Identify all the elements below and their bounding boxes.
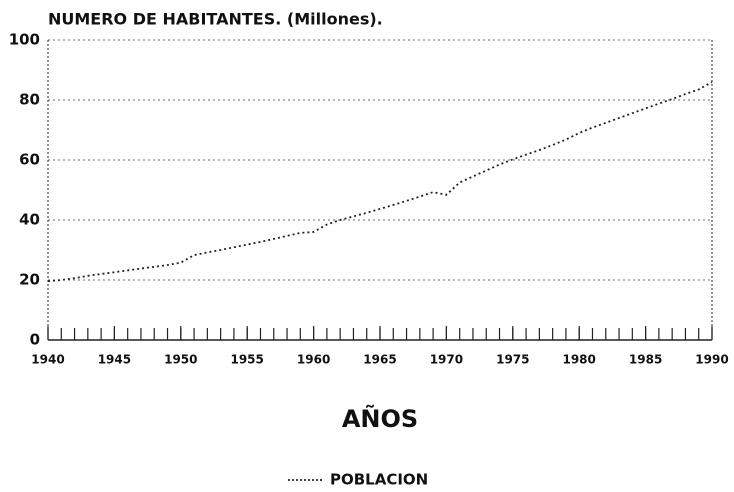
- x-tick-label: 1940: [31, 353, 64, 367]
- y-tick-label: 20: [19, 271, 40, 289]
- x-tick-label: 1950: [164, 353, 197, 367]
- y-tick-label: 100: [9, 31, 40, 49]
- y-tick-label: 80: [19, 91, 40, 109]
- x-tick-label: 1980: [562, 353, 595, 367]
- x-tick-label: 1965: [363, 353, 396, 367]
- x-tick-label: 1975: [496, 353, 529, 367]
- y-tick-label: 0: [30, 331, 40, 349]
- x-axis-label: AÑOS: [342, 404, 418, 433]
- x-tick-label: 1960: [297, 353, 330, 367]
- y-tick-label: 40: [19, 211, 40, 229]
- data-line: [47, 81, 713, 283]
- x-tick-label: 1990: [695, 353, 728, 367]
- x-tick-label: 1970: [430, 353, 463, 367]
- x-tick-label: 1945: [98, 353, 131, 367]
- x-tick-label: 1955: [230, 353, 263, 367]
- x-tick-label: 1985: [629, 353, 662, 367]
- y-tick-label: 60: [19, 151, 40, 169]
- chart-title: NUMERO DE HABITANTES. (Millones).: [48, 10, 383, 29]
- legend-label: POBLACION: [330, 471, 428, 489]
